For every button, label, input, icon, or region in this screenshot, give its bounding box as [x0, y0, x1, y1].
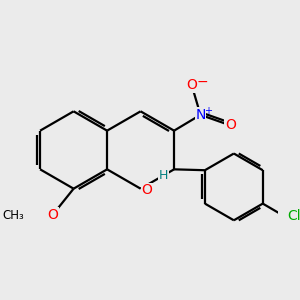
Text: O: O [47, 208, 58, 222]
Text: CH₃: CH₃ [3, 208, 24, 221]
Text: N: N [195, 108, 206, 122]
Text: −: − [196, 75, 208, 89]
Text: H: H [159, 169, 168, 182]
Text: Cl: Cl [287, 209, 300, 223]
Text: O: O [186, 78, 197, 92]
Text: +: + [204, 106, 212, 116]
Text: O: O [225, 118, 236, 132]
Text: O: O [142, 183, 152, 197]
